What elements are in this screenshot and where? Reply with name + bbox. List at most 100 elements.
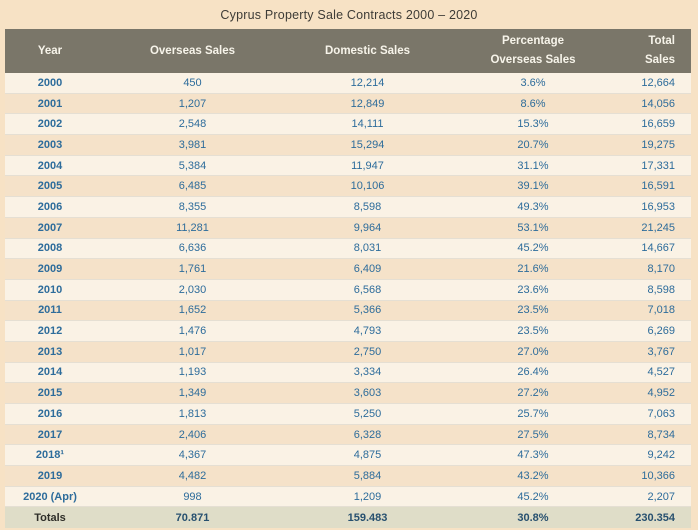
cell-year: 2008 bbox=[5, 238, 95, 260]
cell-percentage-overseas: 23.5% bbox=[445, 300, 621, 322]
table-row: 2005 6,485 10,106 39.1% 16,591 bbox=[5, 175, 691, 198]
cell-overseas-sales: 1,017 bbox=[95, 341, 290, 363]
table-row: 2020 (Apr) 998 1,209 45.2% 2,207 bbox=[5, 486, 691, 508]
cell-overseas-sales: 11,281 bbox=[95, 217, 290, 239]
cell-percentage-overseas: 23.6% bbox=[445, 279, 621, 301]
cell-domestic-sales: 5,366 bbox=[290, 300, 445, 322]
table-row: 2012 1,476 4,793 23.5% 6,269 bbox=[5, 320, 691, 342]
cell-year: 2012 bbox=[5, 320, 95, 342]
cell-total-sales: 9,242 bbox=[621, 444, 691, 467]
table-row: 2015 1,349 3,603 27.2% 4,952 bbox=[5, 382, 691, 404]
cell-year: 2010 bbox=[5, 279, 95, 301]
cell-overseas-sales: 1,476 bbox=[95, 320, 290, 342]
cell-domestic-sales: 1,209 bbox=[290, 486, 445, 508]
cell-total-sales: 14,056 bbox=[621, 93, 691, 115]
cell-year: 2007 bbox=[5, 217, 95, 239]
cell-domestic-sales: 8,598 bbox=[290, 196, 445, 218]
cell-year: 2004 bbox=[5, 155, 95, 177]
cell-total-sales: 7,018 bbox=[621, 300, 691, 322]
cell-domestic-sales: 12,214 bbox=[290, 73, 445, 94]
cell-domestic-sales: 11,947 bbox=[290, 155, 445, 177]
cell-total-sales: 3,767 bbox=[621, 341, 691, 363]
table-row: 2010 2,030 6,568 23.6% 8,598 bbox=[5, 279, 691, 301]
header-row: Year Overseas Sales Domestic Sales Perce… bbox=[5, 29, 691, 73]
table-row: 2017 2,406 6,328 27.5% 8,734 bbox=[5, 424, 691, 446]
cell-total-sales: 16,953 bbox=[621, 196, 691, 218]
cell-total-sales: 2,207 bbox=[621, 486, 691, 508]
cell-total-sales: 6,269 bbox=[621, 320, 691, 342]
cell-total-sales: 16,591 bbox=[621, 175, 691, 198]
cell-percentage-overseas: 49.3% bbox=[445, 196, 621, 218]
cell-percentage-overseas: 53.1% bbox=[445, 217, 621, 239]
table-row: 2002 2,548 14,111 15.3% 16,659 bbox=[5, 113, 691, 136]
table-row: 2003 3,981 15,294 20.7% 19,275 bbox=[5, 134, 691, 156]
col-header-year: Year bbox=[5, 29, 95, 73]
cell-percentage-overseas: 47.3% bbox=[445, 444, 621, 467]
cell-total-sales: 8,598 bbox=[621, 279, 691, 301]
cell-year: 2018¹ bbox=[5, 444, 95, 467]
cell-overseas-sales: 4,482 bbox=[95, 465, 290, 487]
table-row: 2004 5,384 11,947 31.1% 17,331 bbox=[5, 155, 691, 177]
cell-total-sales: 8,734 bbox=[621, 424, 691, 446]
cell-year: 2016 bbox=[5, 403, 95, 425]
cell-overseas-sales: 2,406 bbox=[95, 424, 290, 446]
table-row: 2016 1,813 5,250 25.7% 7,063 bbox=[5, 403, 691, 425]
cell-domestic-sales: 2,750 bbox=[290, 341, 445, 363]
cell-percentage-overseas: 23.5% bbox=[445, 320, 621, 342]
cell-overseas-sales: 1,193 bbox=[95, 362, 290, 384]
cell-percentage-overseas: 45.2% bbox=[445, 238, 621, 260]
cell-total-sales: 10,366 bbox=[621, 465, 691, 487]
cell-domestic-sales: 3,334 bbox=[290, 362, 445, 384]
cell-overseas-sales: 4,367 bbox=[95, 444, 290, 467]
cell-overseas-sales: 6,485 bbox=[95, 175, 290, 198]
cell-domestic-sales: 10,106 bbox=[290, 175, 445, 198]
cell-total-sales: 14,667 bbox=[621, 238, 691, 260]
cell-year: 2019 bbox=[5, 465, 95, 487]
cell-percentage-overseas: 27.5% bbox=[445, 424, 621, 446]
cell-total-sales: 17,331 bbox=[621, 155, 691, 177]
cell-overseas-sales: 5,384 bbox=[95, 155, 290, 177]
cell-total-sales: 7,063 bbox=[621, 403, 691, 425]
cell-percentage-overseas: 25.7% bbox=[445, 403, 621, 425]
totals-cell-overseas-sales: 70.871 bbox=[95, 506, 290, 529]
cell-total-sales: 4,527 bbox=[621, 362, 691, 384]
cell-year: 2006 bbox=[5, 196, 95, 218]
cell-percentage-overseas: 8.6% bbox=[445, 93, 621, 115]
cell-percentage-overseas: 43.2% bbox=[445, 465, 621, 487]
table-body: 2000 450 12,214 3.6% 12,664 2001 1,207 12,849 8.… bbox=[5, 73, 691, 529]
cell-total-sales: 21,245 bbox=[621, 217, 691, 239]
cell-percentage-overseas: 26.4% bbox=[445, 362, 621, 384]
table-row: 2011 1,652 5,366 23.5% 7,018 bbox=[5, 300, 691, 322]
cell-total-sales: 8,170 bbox=[621, 258, 691, 280]
page-title: Cyprus Property Sale Contracts 2000 – 20… bbox=[220, 7, 478, 22]
cell-year: 2009 bbox=[5, 258, 95, 280]
cell-percentage-overseas: 39.1% bbox=[445, 175, 621, 198]
cell-percentage-overseas: 31.1% bbox=[445, 155, 621, 177]
cell-overseas-sales: 2,548 bbox=[95, 113, 290, 136]
cell-total-sales: 4,952 bbox=[621, 382, 691, 404]
cell-year: 2002 bbox=[5, 113, 95, 136]
col-header-overseas-sales: Overseas Sales bbox=[95, 29, 290, 73]
table-header: Year Overseas Sales Domestic Sales Perce… bbox=[5, 29, 691, 73]
cell-total-sales: 12,664 bbox=[621, 73, 691, 94]
cell-domestic-sales: 3,603 bbox=[290, 382, 445, 404]
cell-total-sales: 16,659 bbox=[621, 113, 691, 136]
cell-percentage-overseas: 20.7% bbox=[445, 134, 621, 156]
cell-overseas-sales: 998 bbox=[95, 486, 290, 508]
cell-year: 2014 bbox=[5, 362, 95, 384]
table-row: 2009 1,761 6,409 21.6% 8,170 bbox=[5, 258, 691, 280]
cell-percentage-overseas: 15.3% bbox=[445, 113, 621, 136]
totals-cell-year: Totals bbox=[5, 506, 95, 529]
cell-year: 2001 bbox=[5, 93, 95, 115]
cell-domestic-sales: 8,031 bbox=[290, 238, 445, 260]
cell-overseas-sales: 1,652 bbox=[95, 300, 290, 322]
table-row: 2007 11,281 9,964 53.1% 21,245 bbox=[5, 217, 691, 239]
cell-percentage-overseas: 27.2% bbox=[445, 382, 621, 404]
cell-year: 2017 bbox=[5, 424, 95, 446]
cell-percentage-overseas: 27.0% bbox=[445, 341, 621, 363]
cell-overseas-sales: 3,981 bbox=[95, 134, 290, 156]
table-row: 2013 1,017 2,750 27.0% 3,767 bbox=[5, 341, 691, 363]
cell-domestic-sales: 4,793 bbox=[290, 320, 445, 342]
cell-overseas-sales: 1,207 bbox=[95, 93, 290, 115]
cell-domestic-sales: 14,111 bbox=[290, 113, 445, 136]
